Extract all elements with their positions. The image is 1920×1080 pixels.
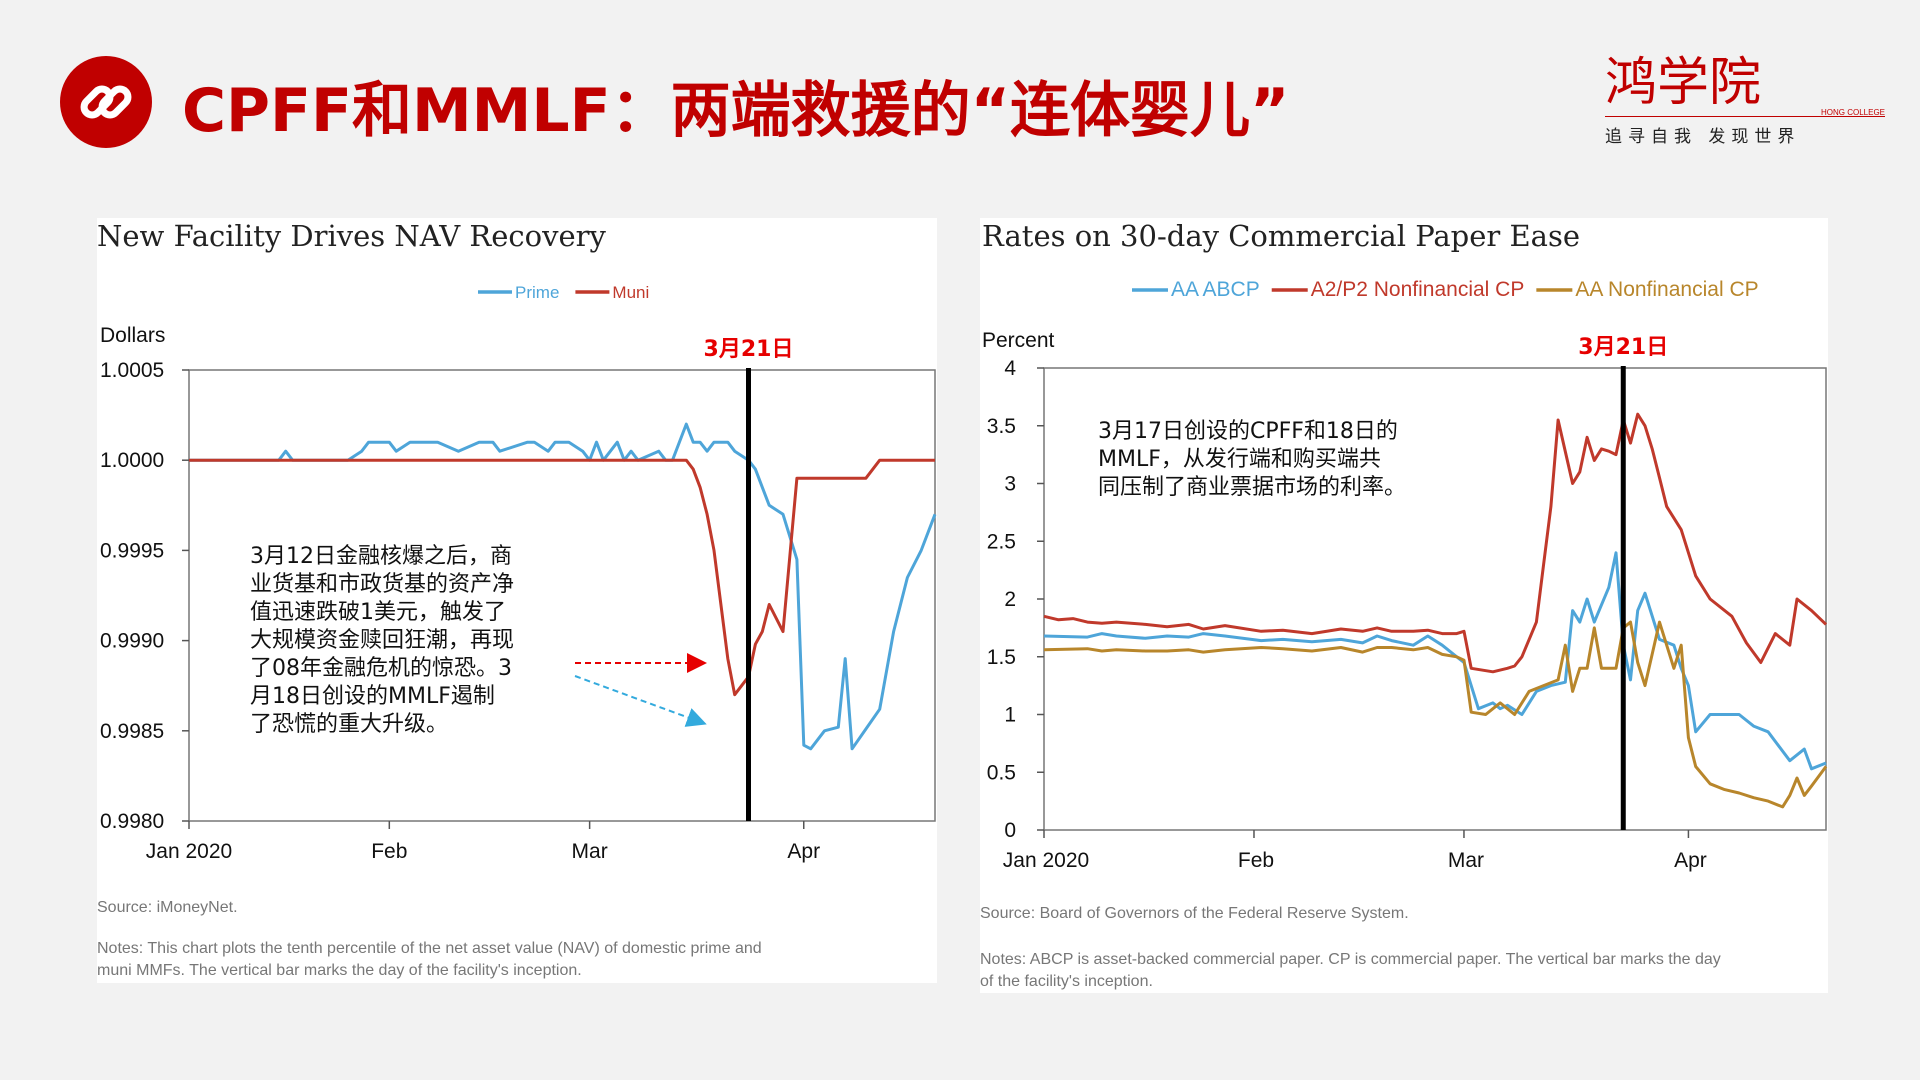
y-tick-label: 3	[1004, 473, 1016, 496]
event-line-label: 3月21日	[1578, 335, 1668, 360]
x-tick-label: Feb	[1238, 849, 1274, 872]
x-tick-label: Jan 2020	[146, 840, 232, 863]
legend-label: AA ABCP	[1171, 278, 1260, 301]
link-icon	[60, 56, 152, 148]
x-tick-label: Apr	[1674, 849, 1707, 872]
y-tick-label: 1.0000	[100, 449, 164, 472]
y-tick-label: 0.9995	[100, 539, 164, 562]
logo-rule	[1605, 116, 1885, 117]
plot-frame	[188, 369, 936, 822]
y-tick-label: 0	[1004, 819, 1016, 842]
nav-chart-svg: New Facility Drives NAV Recovery Prime Mun…	[97, 219, 937, 979]
nav-annotation: 3月12日金融核爆之后，商 业货基和市政货基的资产净 值迅速跌破1美元，触发了 …	[250, 544, 515, 737]
blue-dashed-arrow	[574, 675, 707, 727]
series-line-3	[1043, 620, 1828, 809]
chart-title: Rates on 30-day Commercial Paper Ease	[982, 219, 1580, 253]
cp-rates-chart-svg: Rates on 30-day Commercial Paper Ease AA …	[980, 219, 1828, 990]
chart-source: Source: iMoneyNet.	[97, 899, 238, 916]
chart-notes: Notes: This chart plots the tenth percen…	[97, 940, 762, 979]
event-line-label: 3月21日	[704, 337, 794, 362]
y-tick-label: 4	[1004, 357, 1016, 380]
y-tick-label: 0.9985	[100, 720, 164, 743]
x-tick-label: Mar	[1448, 849, 1484, 872]
chart-notes: Notes: ABCP is asset-backed commercial p…	[980, 951, 1721, 990]
y-tick-label: 1	[1004, 704, 1016, 727]
legend-label: AA Nonfinancial CP	[1575, 278, 1758, 301]
y-axis-label: Percent	[982, 329, 1055, 352]
x-tick-label: Mar	[572, 840, 608, 863]
chart-panel-cp-rates: Rates on 30-day Commercial Paper Ease AA …	[980, 218, 1828, 993]
chart-title: New Facility Drives NAV Recovery	[97, 219, 607, 253]
legend-label: Prime	[515, 283, 559, 302]
logo-slogan: 追寻自我 发现世界	[1605, 127, 1801, 147]
cp-annotation: 3月17日创设的CPFF和18日的 MMLF，从发行端和购买端共 同压制了商业票…	[1098, 419, 1407, 500]
series-line-2	[1043, 412, 1828, 674]
logo-brand-cn: 鸿学院	[1605, 53, 1762, 113]
y-tick-label: 1.5	[987, 646, 1016, 669]
x-tick-label: Jan 2020	[1003, 849, 1089, 872]
x-tick-label: Feb	[371, 840, 407, 863]
y-tick-label: 0.9980	[100, 810, 164, 833]
y-tick-label: 0.9990	[100, 630, 164, 653]
y-tick-label: 3.5	[987, 415, 1016, 438]
brand-logo: 鸿学院 HONG COLLEGE 追寻自我 发现世界	[1605, 40, 1885, 150]
y-tick-label: 1.0005	[100, 359, 164, 382]
chart-source: Source: Board of Governors of the Federa…	[980, 905, 1409, 922]
logo-brand-en: HONG COLLEGE	[1820, 108, 1885, 117]
y-axis-label: Dollars	[100, 324, 165, 347]
x-tick-label: Apr	[787, 840, 820, 863]
series-line-1	[1043, 551, 1827, 771]
series-line-1	[189, 422, 937, 751]
legend-label: Muni	[612, 283, 649, 302]
series-line-2	[189, 458, 935, 697]
y-tick-label: 2.5	[987, 530, 1016, 553]
y-tick-label: 0.5	[987, 761, 1016, 784]
chart-panel-nav: New Facility Drives NAV Recovery Prime Mun…	[97, 218, 937, 983]
slide-title: CPFF和MMLF：两端救援的“连体婴儿”	[182, 76, 1290, 146]
legend-label: A2/P2 Nonfinancial CP	[1311, 278, 1525, 301]
y-tick-label: 2	[1004, 588, 1016, 611]
